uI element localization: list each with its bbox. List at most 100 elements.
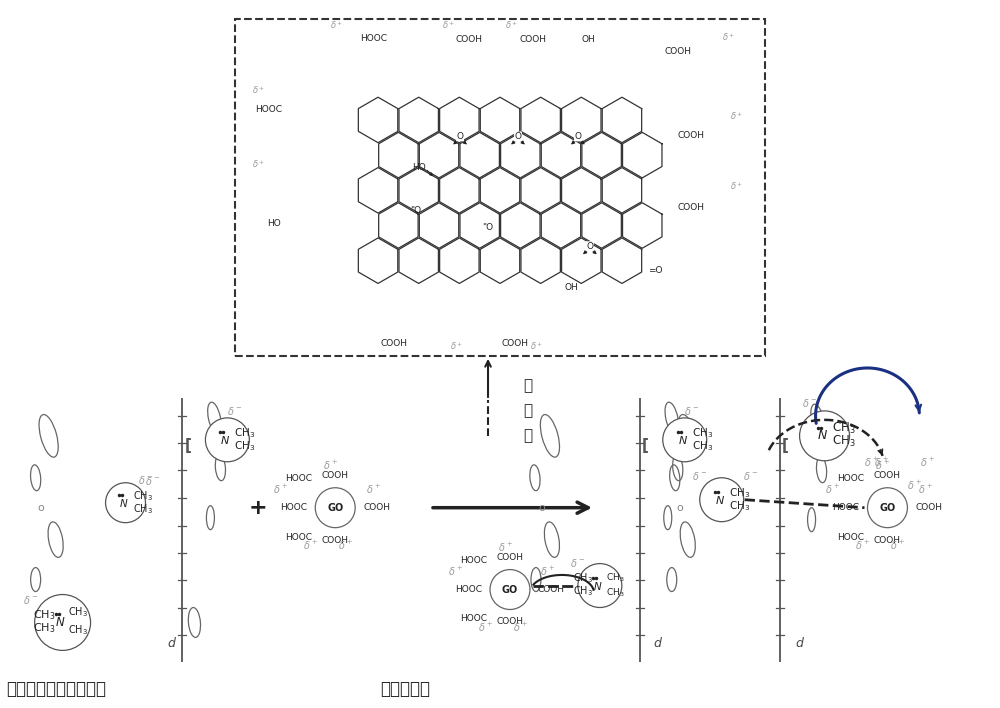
Text: CH$_3$: CH$_3$ [133,502,153,515]
Text: $\delta^+$: $\delta^+$ [450,341,463,352]
Text: COOH: COOH [520,35,547,44]
Text: $\delta^+$: $\delta^+$ [330,19,344,30]
Text: HOOC: HOOC [837,474,864,483]
Text: COOH: COOH [874,471,901,480]
Text: GO: GO [327,503,343,513]
Text: COOH: COOH [322,471,349,480]
Text: HOOC: HOOC [460,556,487,564]
Text: HOOC: HOOC [837,532,864,542]
Text: COOH: COOH [455,35,482,44]
Text: $N$: $N$ [220,434,230,446]
Text: HOOC: HOOC [285,532,312,542]
Text: +: + [249,498,268,518]
Text: COOH: COOH [496,552,523,561]
Text: HOOC: HOOC [285,474,312,483]
Text: $\delta^+$: $\delta^+$ [918,483,933,496]
Text: $N$: $N$ [678,434,688,446]
Text: O: O [586,241,593,251]
Circle shape [663,418,707,462]
Text: $\delta^+$: $\delta^+$ [730,110,743,122]
Text: $\delta^-$: $\delta^-$ [138,474,153,486]
Circle shape [867,488,907,527]
Text: $\delta^+$: $\delta^+$ [875,459,890,472]
Text: 改性聚丙烯腈凝胶纤维: 改性聚丙烯腈凝胶纤维 [6,680,106,698]
Text: $\delta^+$: $\delta^+$ [448,565,463,578]
Circle shape [578,564,622,607]
Text: =O: =O [648,266,662,275]
Text: $\delta^-$: $\delta^-$ [692,470,707,481]
Circle shape [700,478,744,522]
Text: o: o [539,503,545,513]
Text: $\delta^-$: $\delta^-$ [684,405,699,417]
Text: $N$: $N$ [817,429,828,442]
Text: $\delta^+$: $\delta^+$ [338,539,353,552]
Text: CH$_3$: CH$_3$ [832,434,855,450]
Text: $\delta^+$: $\delta^+$ [730,181,743,193]
Text: $\delta^-$: $\delta^-$ [23,593,38,605]
Text: $\delta^+$: $\delta^+$ [920,456,935,469]
Text: CH$_3$: CH$_3$ [832,421,855,436]
Text: CH$_3$: CH$_3$ [33,622,56,635]
Text: $\delta^+$: $\delta^+$ [498,541,512,554]
Text: $\delta^+$: $\delta^+$ [864,456,879,469]
Text: $\delta^+$: $\delta^+$ [890,539,905,552]
Text: HOOC: HOOC [255,105,282,115]
Circle shape [35,595,91,651]
Text: [: [ [184,438,191,453]
Text: $\delta^-$: $\delta^-$ [743,470,758,481]
Text: O: O [514,132,521,141]
Text: COOH: COOH [915,503,942,512]
Text: COOH: COOH [322,536,349,544]
Bar [235,18,765,356]
Text: CH$_3$: CH$_3$ [692,426,713,440]
Text: 氧化石墨烯: 氧化石墨烯 [380,680,430,698]
Text: $\mathit{d}$: $\mathit{d}$ [795,636,805,651]
Text: OH: OH [582,35,596,44]
Text: HOOC: HOOC [280,503,307,512]
Text: $\delta^+$: $\delta^+$ [442,19,455,30]
Text: COOH: COOH [380,339,407,348]
Circle shape [490,569,530,610]
Text: COOH: COOH [874,536,901,544]
Text: COOH: COOH [678,203,705,212]
Circle shape [800,411,850,461]
Text: $N$: $N$ [593,580,603,592]
Text: CH$_3$: CH$_3$ [573,585,593,598]
Text: [: [ [782,438,788,453]
Text: $\delta^+$: $\delta^+$ [540,565,555,578]
Text: $\delta^+$: $\delta^+$ [855,539,870,552]
Text: $\delta^+$: $\delta^+$ [722,31,735,42]
Text: $\delta^+$: $\delta^+$ [513,621,527,634]
Text: o: o [676,503,683,513]
Text: $N$: $N$ [55,616,66,629]
Text: CH$_3$: CH$_3$ [606,586,624,599]
Text: "O: "O [410,206,421,215]
Text: 构: 构 [523,404,533,418]
Text: CH$_3$: CH$_3$ [729,499,750,513]
Text: $\delta^+$: $\delta^+$ [303,539,318,552]
Text: $\delta^+$: $\delta^+$ [366,483,381,496]
Text: COOH: COOH [678,132,705,140]
Text: $\delta^-$: $\delta^-$ [145,475,160,487]
Text: CH$_3$: CH$_3$ [573,571,593,586]
Text: "O: "O [482,223,493,232]
Text: $\delta^-$: $\delta^-$ [570,556,585,569]
Circle shape [205,418,249,462]
Text: $\delta^-$: $\delta^-$ [802,397,817,409]
Text: $\delta^+$: $\delta^+$ [252,159,266,171]
Text: CH$_3$: CH$_3$ [606,571,624,584]
Text: [: [ [642,438,649,453]
Text: O: O [574,132,581,141]
Text: $\delta^+$: $\delta^+$ [825,483,840,496]
Text: HOOC: HOOC [833,503,860,512]
Text: GO: GO [502,585,518,595]
Text: CH$_3$: CH$_3$ [68,605,88,620]
Text: $\delta^+$: $\delta^+$ [478,621,492,634]
Text: HOOC: HOOC [360,33,387,42]
Text: COOH: COOH [665,47,692,56]
Text: $\mathit{d}$: $\mathit{d}$ [167,636,177,651]
Text: HO: HO [267,219,281,228]
Text: CH$_3$: CH$_3$ [68,624,88,637]
Text: $N$: $N$ [715,493,725,506]
Circle shape [106,483,145,523]
